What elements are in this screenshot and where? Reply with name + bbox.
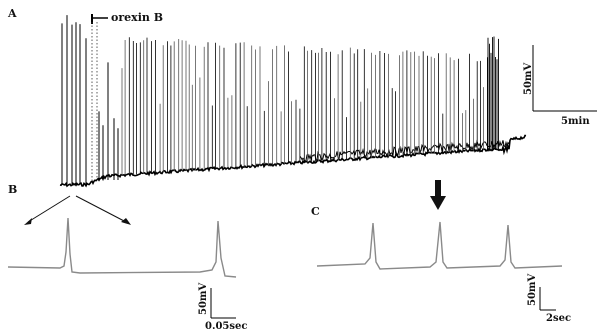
arrow-left-head	[24, 218, 32, 225]
down-arrow-shaft	[435, 180, 441, 198]
arrow-left-line	[27, 195, 71, 223]
drug-label: orexin B	[111, 11, 163, 24]
panel-b-trace	[7, 217, 237, 278]
panel-c-label: C	[311, 205, 320, 218]
scale-a-voltage-label: 50mV	[523, 62, 534, 95]
panel-c-waveform	[316, 221, 563, 270]
arrow-right-head	[121, 218, 131, 225]
panel-b-waveform	[7, 217, 237, 278]
down-arrow-head	[430, 196, 446, 210]
scale-b-time-label: 0.05sec	[205, 321, 248, 332]
scale-c-time-label: 2sec	[546, 313, 572, 324]
panel-a-trace	[59, 15, 527, 188]
scale-c-voltage-label: 50mV	[527, 273, 538, 306]
panel-a-label: A	[8, 7, 17, 20]
scale-b-voltage-label: 50mV	[198, 282, 209, 315]
panel-b-label: B	[8, 183, 18, 196]
scale-a-time-label: 5min	[561, 116, 590, 127]
panel-c-trace	[316, 221, 563, 270]
panel-a-baseline	[59, 134, 527, 188]
arrow-right-line	[75, 195, 127, 223]
